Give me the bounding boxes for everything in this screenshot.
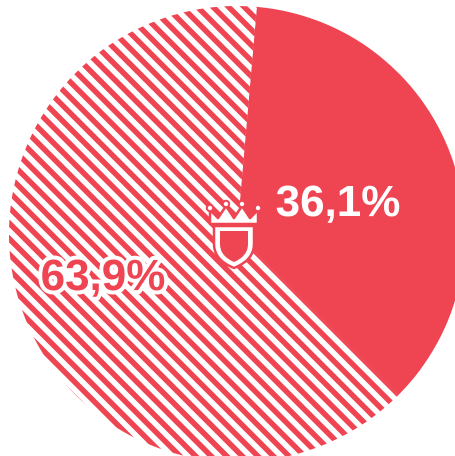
shield-fill-icon (220, 231, 248, 262)
crown-jewel-icon (237, 199, 247, 209)
crown-jewel-icon (205, 203, 215, 213)
crown-jewel-icon (253, 203, 263, 213)
crown-icon (208, 204, 260, 226)
pie-slice-hatched (9, 6, 399, 456)
crown-jewel-icon (221, 199, 231, 209)
slice-label-63-9: 63,9% (41, 251, 166, 300)
pie-slice-solid (237, 6, 455, 396)
slice-label-36-1: 36,1% (276, 177, 401, 226)
pie-slices (9, 6, 455, 456)
crown-shield-icon (205, 199, 263, 270)
slice-labels: 36,1% 63,9% (37, 177, 401, 304)
